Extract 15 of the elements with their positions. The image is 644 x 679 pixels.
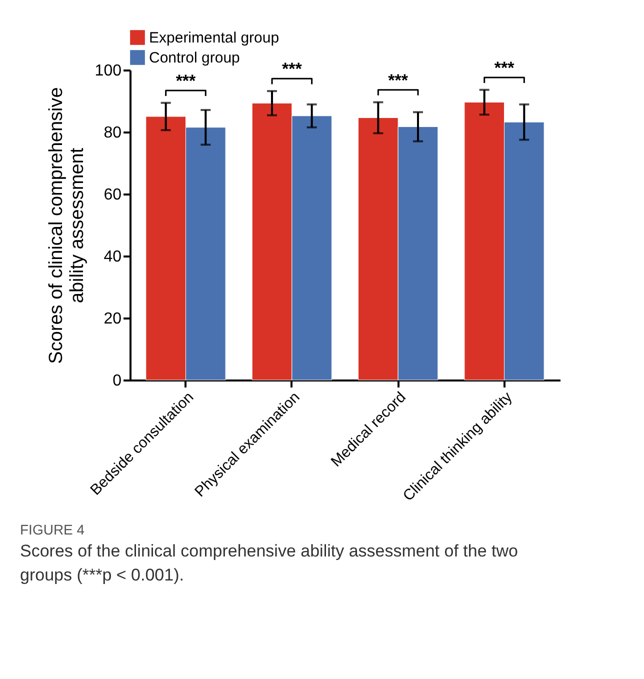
legend-label: Experimental group	[149, 30, 280, 46]
y-tick-label: 0	[112, 372, 122, 390]
annotation: ***	[494, 58, 515, 78]
y-tick-label: 100	[94, 62, 122, 80]
caption: FIGURE 4	[20, 521, 85, 538]
y-tick-label: 40	[104, 248, 122, 266]
y-axis-title: Scores of clinical comprehensive ability assessment	[46, 87, 88, 364]
annotation: ***	[282, 60, 302, 79]
legend-label: Control group	[149, 50, 240, 66]
y-tick-label: 80	[104, 124, 122, 142]
annotation: ***	[388, 70, 408, 90]
y-tick-label: 60	[104, 186, 122, 204]
text: Scores of the clinical comprehensive ability assessment of the two groups (***p < 0.001).	[20, 541, 518, 584]
annotation: ***	[176, 71, 196, 90]
y-tick-label: 20	[104, 310, 122, 328]
